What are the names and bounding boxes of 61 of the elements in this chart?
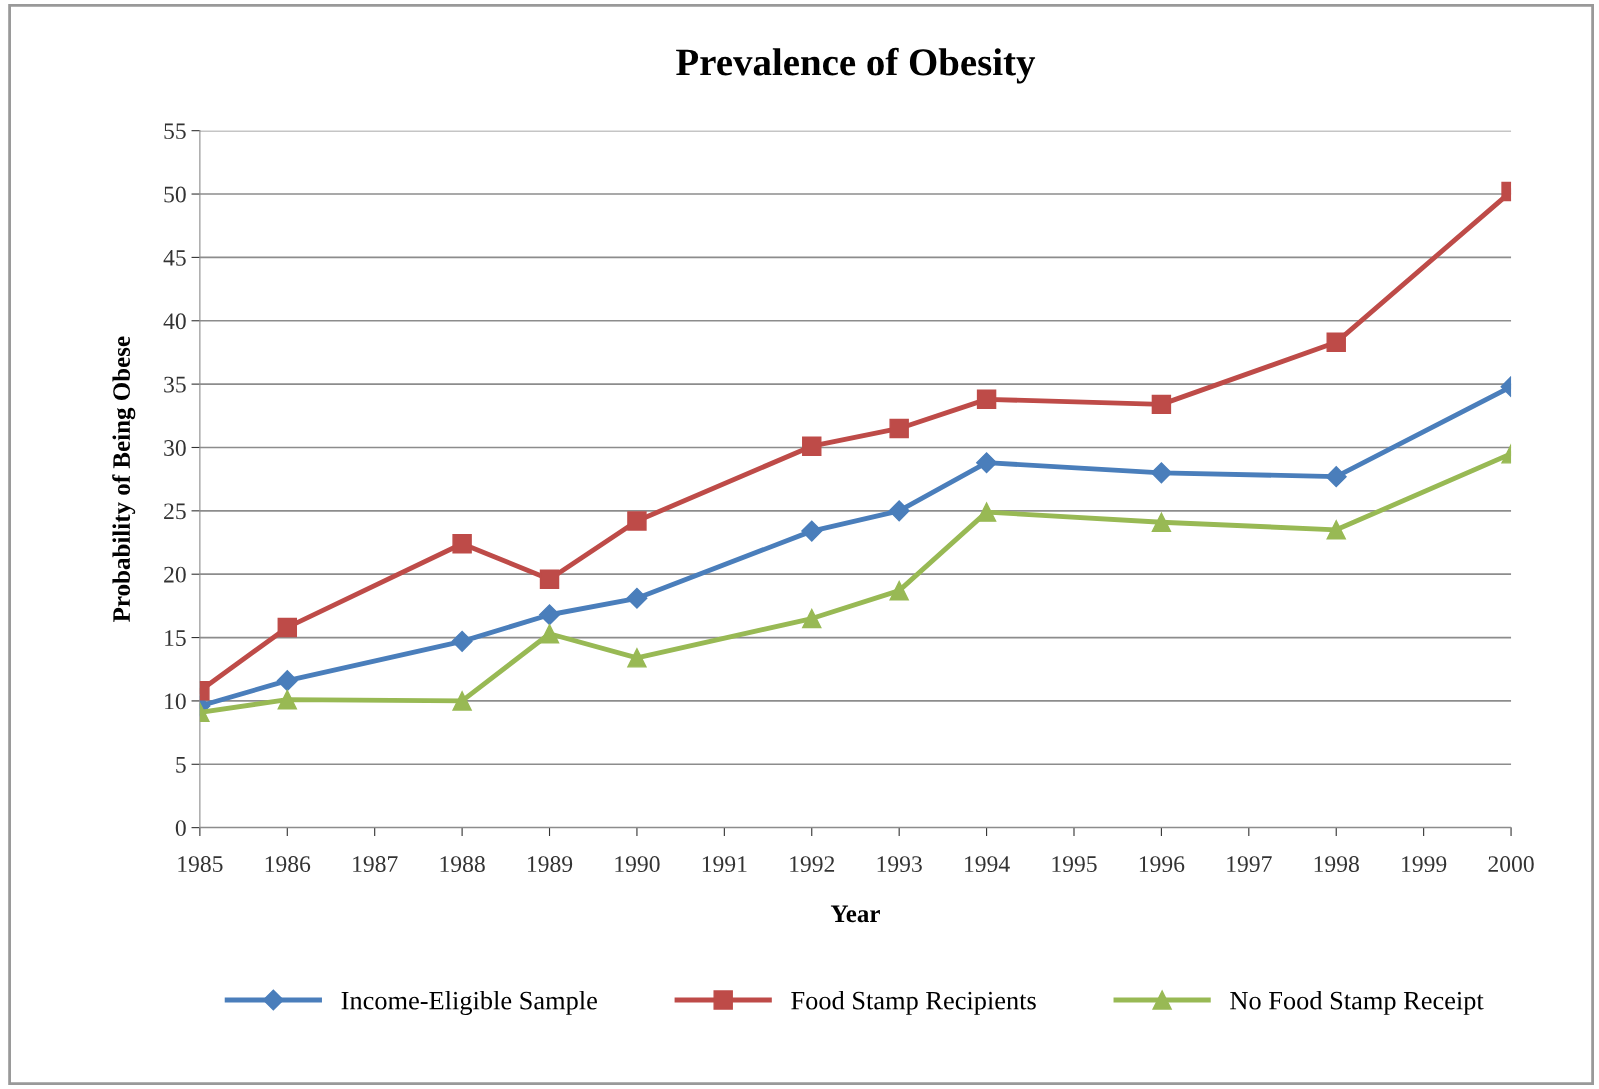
x-tick-label: 1990 xyxy=(615,856,660,873)
y-tick-label: 55 xyxy=(164,123,186,140)
point xyxy=(452,534,472,554)
y-tick-label: 0 xyxy=(175,820,186,837)
point xyxy=(1326,332,1346,353)
x-tick-label: 1994 xyxy=(965,856,1010,873)
point xyxy=(888,500,910,522)
point xyxy=(976,452,998,474)
point xyxy=(539,624,560,644)
point xyxy=(627,648,647,668)
point xyxy=(452,691,472,711)
point xyxy=(276,670,298,692)
x-tick-label: 1992 xyxy=(790,856,835,873)
y-tick-label: 25 xyxy=(164,503,186,520)
legend-label: No Food Stamp Receipt xyxy=(1230,990,1484,1015)
point xyxy=(1151,512,1172,532)
x-tick-label: 1998 xyxy=(1314,856,1359,873)
x-tick-label: 1993 xyxy=(877,856,922,873)
point xyxy=(1326,520,1346,540)
point xyxy=(801,520,823,542)
x-tick-label: 1988 xyxy=(440,856,485,873)
x-tick-label: 1999 xyxy=(1402,856,1447,873)
y-tick-label: 30 xyxy=(164,439,186,456)
legend-label: Food Stamp Recipients xyxy=(791,990,1036,1015)
point xyxy=(626,587,648,609)
point xyxy=(1151,394,1172,415)
point xyxy=(277,617,298,638)
y-axis-title: Probability of Being Obese xyxy=(112,336,136,622)
point xyxy=(802,608,822,629)
x-tick-label: 1989 xyxy=(527,856,573,873)
y-tick-label: 5 xyxy=(176,757,186,773)
point xyxy=(1325,466,1347,488)
point xyxy=(802,436,822,456)
y-tick-label: 15 xyxy=(165,630,186,646)
point xyxy=(976,502,997,522)
x-tick-label: 1985 xyxy=(178,856,223,873)
y-tick-label: 40 xyxy=(163,313,186,330)
point xyxy=(451,630,473,652)
point xyxy=(889,580,909,601)
point xyxy=(889,418,909,439)
point xyxy=(627,511,647,531)
point xyxy=(539,569,560,589)
y-tick-label: 20 xyxy=(164,566,186,583)
y-tick-label: 35 xyxy=(164,376,186,393)
x-tick-label: 1995 xyxy=(1052,856,1097,873)
x-tick-label: 1986 xyxy=(265,856,311,873)
y-tick-label: 50 xyxy=(164,186,186,203)
point xyxy=(539,604,561,626)
y-tick-label: 10 xyxy=(165,693,186,710)
x-tick-label: 1991 xyxy=(702,856,747,873)
y-tick-label: 45 xyxy=(163,250,186,266)
x-tick-label: 1987 xyxy=(353,856,398,873)
point xyxy=(976,389,997,410)
chart-title: Prevalence of Obesity xyxy=(676,47,1036,84)
point xyxy=(277,689,298,710)
x-tick-label: 1996 xyxy=(1139,856,1185,873)
legend-label: Income-Eligible Sample xyxy=(341,990,597,1015)
x-tick-label: 2000 xyxy=(1488,856,1534,873)
point xyxy=(1150,462,1172,484)
x-axis-title: Year xyxy=(830,905,880,923)
x-tick-label: 1997 xyxy=(1227,856,1272,873)
